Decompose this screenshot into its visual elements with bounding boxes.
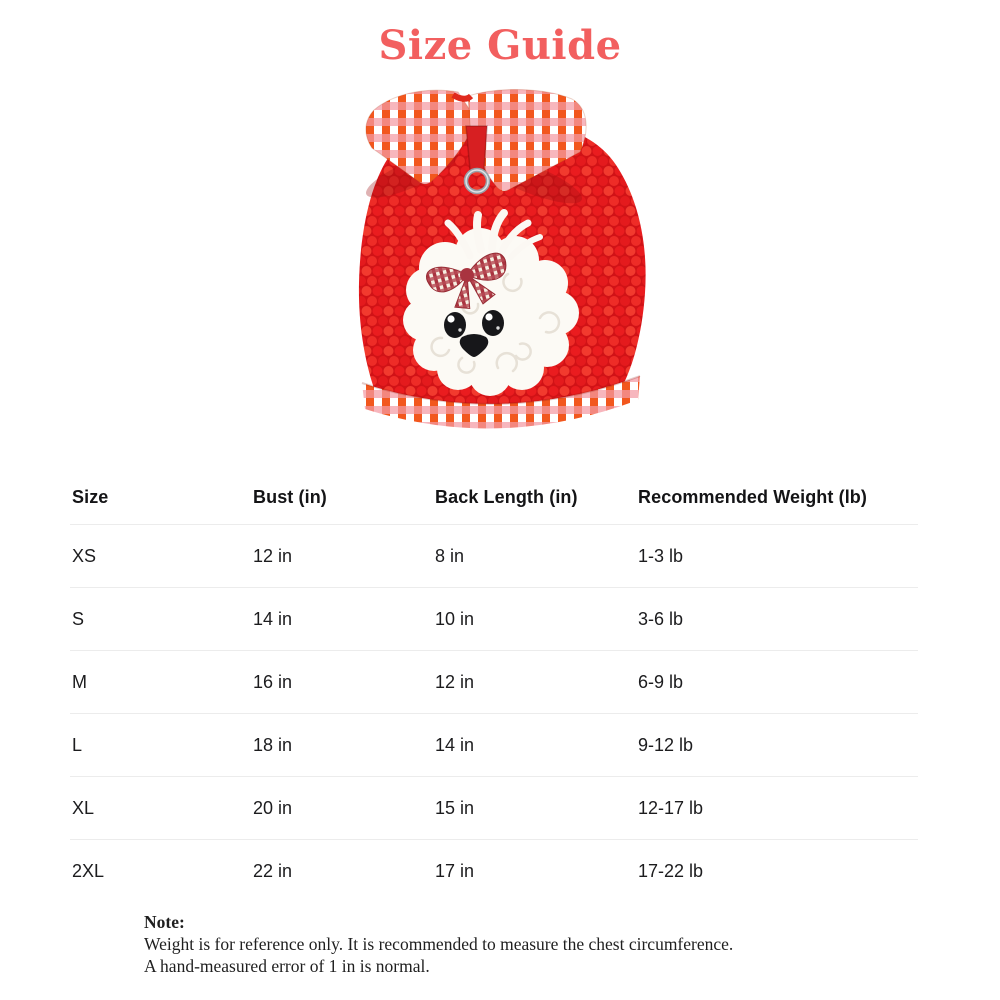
table-row-m: M 16 in 12 in 6-9 lb bbox=[70, 651, 918, 714]
table-row-xl: XL 20 in 15 in 12-17 lb bbox=[70, 777, 918, 840]
cell-back-length: 12 in bbox=[435, 671, 475, 692]
cell-size: M bbox=[72, 671, 87, 692]
page-title: Size Guide bbox=[378, 22, 622, 69]
face-features bbox=[444, 310, 504, 357]
note-label: Note: bbox=[144, 912, 185, 932]
cell-back-length: 8 in bbox=[435, 545, 465, 566]
gingham-hem bbox=[361, 375, 641, 429]
gingham-collar bbox=[365, 89, 587, 192]
cell-bust: 14 in bbox=[253, 608, 293, 629]
plaid-bow bbox=[426, 252, 507, 309]
cell-size: XL bbox=[72, 797, 95, 818]
cell-bust: 20 in bbox=[253, 797, 293, 818]
cell-size: S bbox=[72, 608, 85, 629]
table-row-2xl: 2XL 22 in 17 in 17-22 lb bbox=[70, 840, 918, 903]
cell-weight: 6-9 lb bbox=[638, 671, 684, 692]
cell-weight: 17-22 lb bbox=[638, 861, 704, 881]
cell-size: XS bbox=[72, 545, 97, 566]
cell-bust: 12 in bbox=[253, 545, 293, 566]
cell-weight: 9-12 lb bbox=[638, 734, 694, 755]
column-header-bust: Bust (in) bbox=[253, 486, 327, 507]
note-line: A hand-measured error of 1 in is normal. bbox=[144, 956, 430, 976]
cell-back-length: 17 in bbox=[435, 861, 475, 881]
table-row-l: L 18 in 14 in 9-12 lb bbox=[70, 714, 918, 777]
cell-bust: 16 in bbox=[253, 671, 293, 692]
column-header-back-length: Back Length (in) bbox=[435, 486, 578, 507]
note: Note: Weight is for reference only. It i… bbox=[144, 911, 733, 977]
cell-back-length: 10 in bbox=[435, 608, 475, 629]
size-table: Size Bust (in) Back Length (in) Recommen… bbox=[70, 470, 918, 903]
cell-weight: 1-3 lb bbox=[638, 545, 684, 566]
cell-size: 2XL bbox=[72, 861, 105, 881]
product-image bbox=[350, 86, 650, 444]
cell-bust: 18 in bbox=[253, 734, 293, 755]
cell-bust: 22 in bbox=[253, 861, 293, 881]
cell-size: L bbox=[72, 734, 83, 755]
cell-back-length: 15 in bbox=[435, 797, 475, 818]
topknot-tuft bbox=[444, 209, 543, 260]
column-header-weight: Recommended Weight (lb) bbox=[638, 486, 867, 507]
cell-weight: 12-17 lb bbox=[638, 797, 704, 818]
d-ring bbox=[463, 125, 491, 195]
cell-weight: 3-6 lb bbox=[638, 608, 684, 629]
column-header-size: Size bbox=[72, 486, 109, 507]
table-header-row: Size Bust (in) Back Length (in) Recommen… bbox=[70, 470, 918, 525]
note-line: Weight is for reference only. It is reco… bbox=[144, 934, 734, 954]
cell-back-length: 14 in bbox=[435, 734, 475, 755]
dog-sweater-illustration bbox=[358, 89, 646, 429]
table-row-xs: XS 12 in 8 in 1-3 lb bbox=[70, 525, 918, 588]
table-row-s: S 14 in 10 in 3-6 lb bbox=[70, 588, 918, 651]
